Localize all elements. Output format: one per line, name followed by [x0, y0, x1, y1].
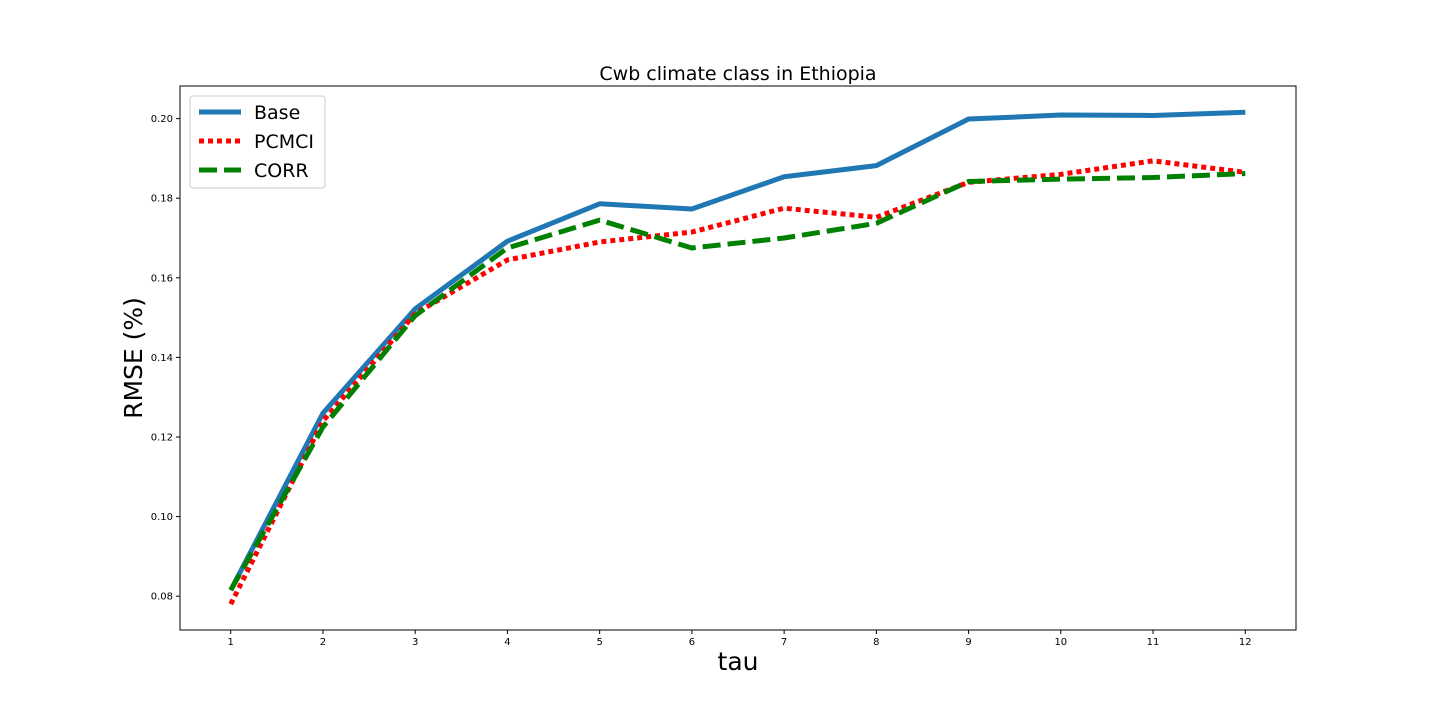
legend-box — [189, 95, 326, 189]
x-tick-label: 5 — [596, 637, 602, 648]
y-tick-label: 0.12 — [151, 432, 173, 443]
y-tick-label: 0.08 — [151, 592, 173, 603]
y-tick-label: 0.16 — [151, 273, 173, 284]
legend-label-base: Base — [254, 102, 300, 124]
x-tick-label: 3 — [412, 637, 418, 648]
series-line-corr — [228, 171, 1246, 592]
plot-area — [228, 109, 1246, 606]
legend-label-pcmci: PCMCI — [254, 131, 314, 153]
x-tick-label: 9 — [965, 637, 971, 648]
legend-label-corr: CORR — [254, 160, 309, 182]
x-tick-label: 1 — [228, 637, 234, 648]
series-line-base — [228, 109, 1246, 592]
y-tick-label: 0.20 — [151, 114, 173, 125]
y-axis: 0.08 0.10 0.12 0.14 0.16 0.18 0.20 — [151, 114, 180, 603]
chart-title: Cwb climate class in Ethiopia — [599, 63, 876, 85]
plot-frame — [179, 85, 1297, 631]
x-tick-label: 2 — [320, 637, 326, 648]
x-tick-label: 7 — [781, 637, 787, 648]
x-tick-label: 12 — [1239, 637, 1252, 648]
x-tick-label: 11 — [1147, 637, 1160, 648]
y-tick-label: 0.14 — [151, 353, 173, 364]
series-line-pcmci — [228, 158, 1246, 606]
legend: Base PCMCI CORR — [189, 95, 326, 189]
x-axis: 1 2 3 4 5 6 7 8 9 10 11 12 — [228, 630, 1252, 648]
y-tick-label: 0.18 — [151, 194, 173, 205]
y-tick-label: 0.10 — [151, 512, 173, 523]
x-tick-label: 8 — [873, 637, 879, 648]
x-tick-label: 4 — [504, 637, 510, 648]
x-tick-label: 10 — [1054, 637, 1067, 648]
y-axis-label: RMSE (%) — [119, 297, 148, 419]
x-axis-label: tau — [718, 647, 759, 676]
x-tick-label: 6 — [689, 637, 695, 648]
